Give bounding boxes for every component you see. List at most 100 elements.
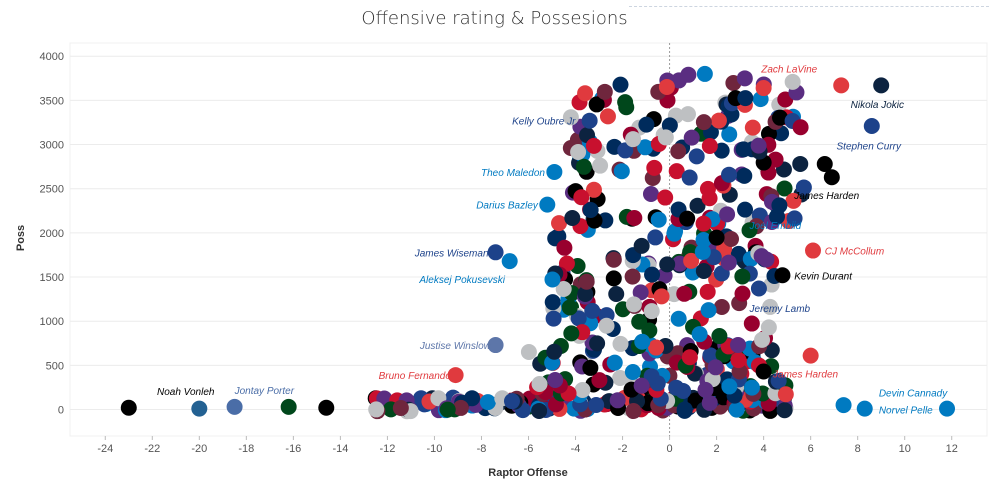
y-axis-label: Poss [15, 225, 27, 251]
data-point [670, 310, 687, 327]
player-annotation: Stephen Curry [837, 141, 902, 152]
y-axis-ticks: 0 500 1000 1500 2000 2500 3000 3500 4000 [40, 51, 64, 416]
data-point [585, 181, 602, 198]
labeled-data-point [816, 155, 833, 172]
data-point [691, 326, 708, 343]
y-tick-label: 4000 [40, 51, 64, 63]
data-point [570, 310, 587, 327]
data-point [710, 112, 727, 129]
x-tick-label: 10 [899, 443, 911, 455]
data-point [605, 270, 622, 287]
data-point [721, 166, 738, 183]
y-tick-label: 2500 [40, 184, 64, 196]
data-point [700, 302, 717, 319]
data-point [633, 237, 650, 254]
data-point [624, 364, 641, 381]
x-tick-label: 6 [808, 443, 814, 455]
grid [69, 42, 988, 440]
data-point [776, 180, 793, 197]
data-point [624, 268, 641, 285]
labeled-data-point [755, 80, 772, 97]
data-point [668, 163, 685, 180]
data-point [670, 143, 687, 160]
data-point [707, 359, 724, 376]
data-point [784, 73, 801, 90]
data-point [730, 336, 747, 353]
data-point [613, 163, 630, 180]
data-point [688, 148, 705, 165]
labeled-data-point [280, 398, 297, 415]
data-point [577, 85, 594, 102]
data-point [735, 141, 752, 158]
labeled-data-point [546, 163, 563, 180]
data-point [633, 377, 650, 394]
data-point [625, 403, 642, 420]
player-annotation: Darius Bazley [476, 201, 539, 212]
labeled-data-point [750, 280, 767, 297]
chart-title: Offensive rating & Possesions [361, 8, 628, 29]
data-point [551, 215, 568, 232]
data-point [647, 229, 664, 246]
data-point [531, 375, 548, 392]
data-point [657, 129, 674, 146]
data-point [683, 252, 700, 269]
data-point [771, 109, 788, 126]
labeled-data-point [802, 347, 819, 364]
x-tick-label: -24 [97, 443, 113, 455]
data-point [368, 401, 385, 418]
data-point [695, 262, 712, 279]
data-point [582, 359, 599, 376]
data-point [713, 299, 730, 316]
data-point [719, 206, 736, 223]
plot-area [69, 42, 988, 437]
data-point [561, 299, 578, 316]
data-point [648, 339, 665, 356]
player-annotation: Justise Winslow [419, 341, 492, 352]
data-point [676, 285, 693, 302]
data-point [708, 229, 725, 246]
player-annotation: Kelly Oubre Jr. [512, 117, 578, 128]
x-tick-label: -14 [332, 443, 348, 455]
data-point [643, 368, 660, 385]
labeled-data-point [823, 169, 840, 186]
data-point [676, 401, 693, 418]
data-point [679, 210, 696, 227]
data-point [697, 381, 714, 398]
data-point [570, 144, 587, 161]
data-point [720, 254, 737, 271]
data-point [758, 251, 775, 268]
data-point [598, 317, 615, 334]
labeled-data-point [741, 222, 758, 239]
data-points [120, 65, 956, 420]
data-point [650, 211, 667, 228]
data-point [695, 231, 712, 248]
labeled-data-point [939, 400, 956, 417]
data-point [452, 399, 469, 416]
x-tick-label: -18 [238, 443, 254, 455]
player-annotation: Nikola Jokic [851, 100, 904, 111]
data-point [681, 349, 698, 366]
data-point [777, 386, 794, 403]
x-tick-label: -20 [191, 443, 207, 455]
labeled-data-point [487, 244, 504, 261]
y-tick-label: 1500 [40, 272, 64, 284]
data-point [786, 210, 803, 227]
data-point [771, 197, 788, 214]
data-point [658, 78, 675, 95]
data-point [754, 331, 771, 348]
player-annotation: Norvel Pelle [879, 406, 933, 417]
data-point [544, 271, 561, 288]
y-tick-label: 500 [46, 360, 64, 372]
top-border [629, 6, 989, 7]
labeled-data-point [873, 77, 890, 94]
data-point [585, 137, 602, 154]
data-point [792, 119, 809, 136]
data-point [701, 138, 718, 155]
x-tick-label: -4 [571, 443, 581, 455]
labeled-data-point [501, 253, 518, 270]
data-point [575, 158, 592, 175]
data-point [573, 189, 590, 206]
data-point [392, 400, 409, 417]
y-tick-label: 1000 [40, 316, 64, 328]
x-tick-label: 2 [714, 443, 720, 455]
